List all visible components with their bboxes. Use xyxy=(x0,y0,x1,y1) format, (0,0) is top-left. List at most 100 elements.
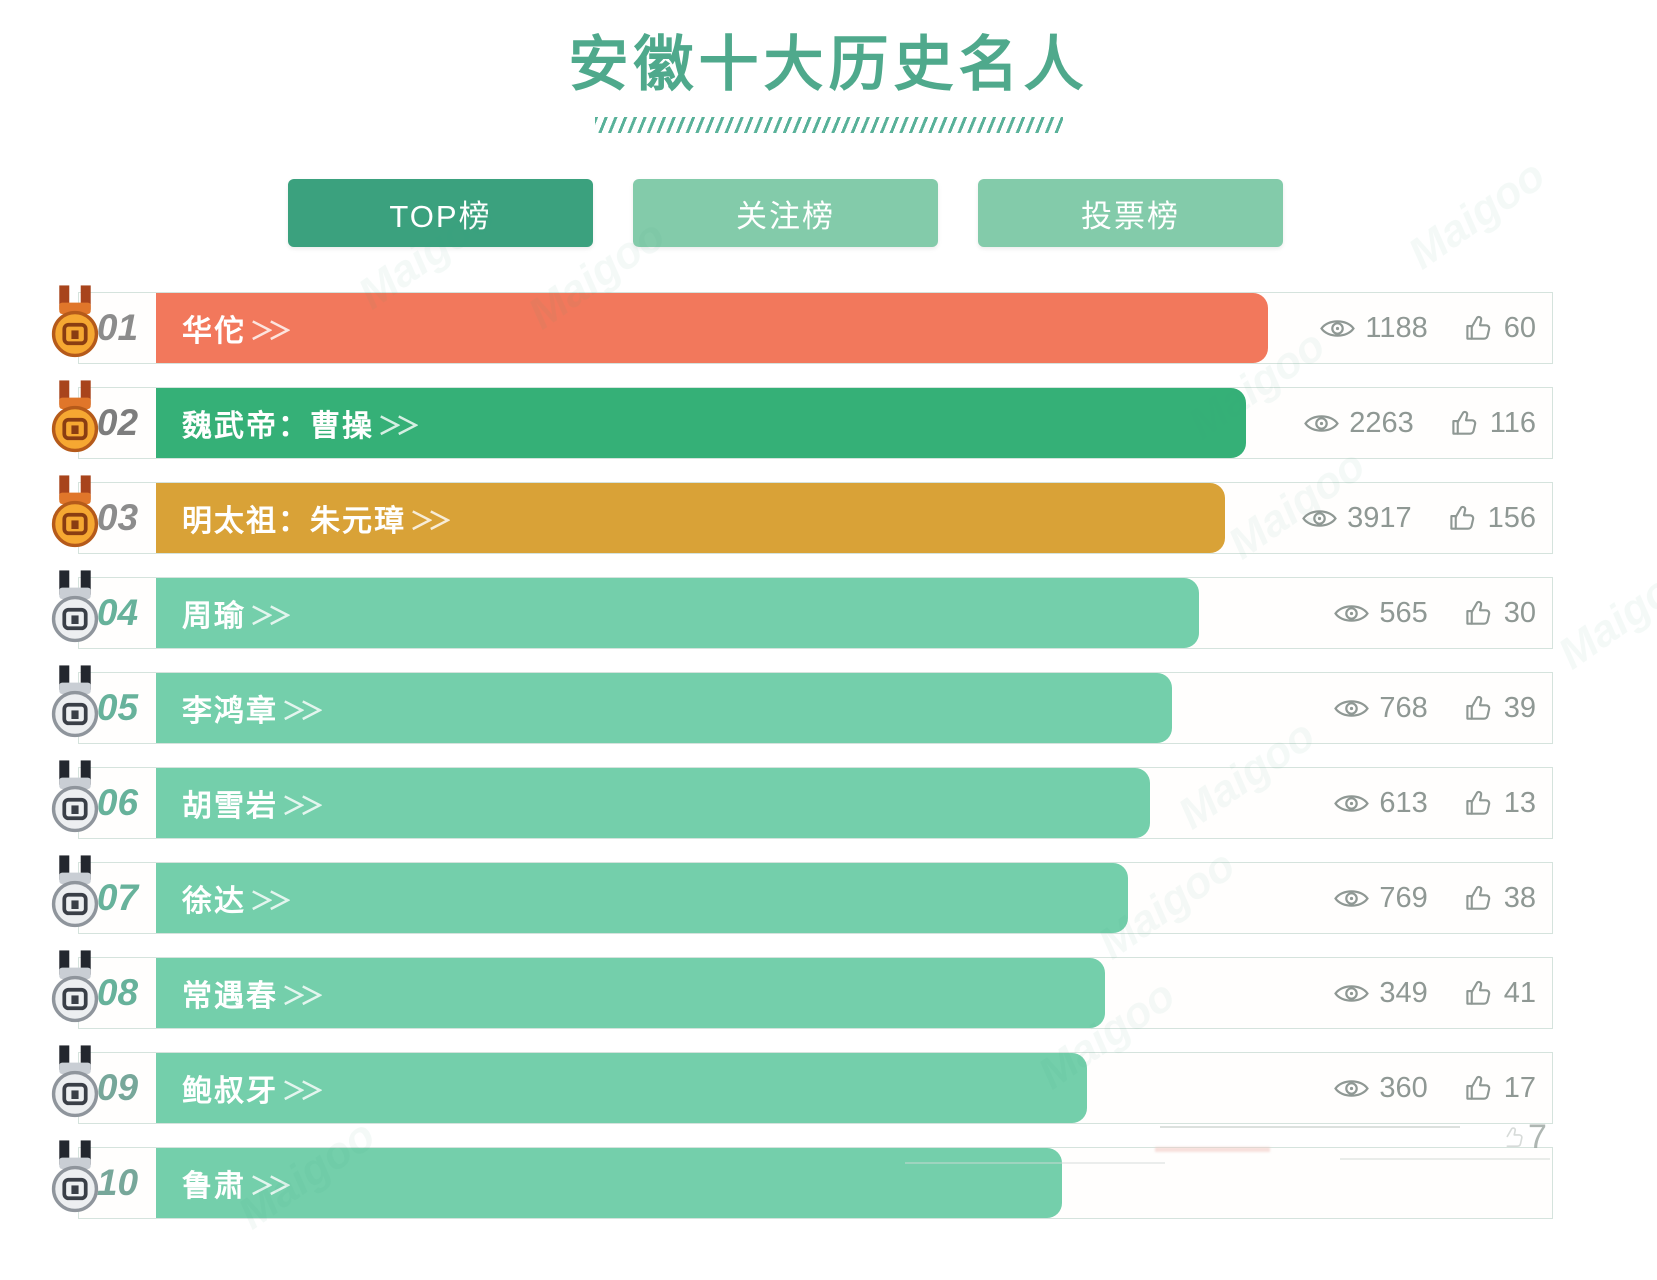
eye-icon xyxy=(1304,414,1340,432)
silver-medal-icon xyxy=(46,1044,104,1124)
row-stats: 768 39 xyxy=(1333,673,1536,743)
views-count: 360 xyxy=(1379,1071,1428,1104)
person-bar-link[interactable]: 胡雪岩 ＞＞ xyxy=(156,768,1151,838)
ranking-row: 08 常遇春 ＞＞ 349 41 xyxy=(51,950,1553,1029)
person-bar-link[interactable]: 华佗 ＞＞ xyxy=(156,293,1269,363)
views-count: 1188 xyxy=(1365,311,1428,344)
eye-icon xyxy=(1320,319,1356,337)
rank-number: 10 xyxy=(96,1162,139,1203)
likes-count: 30 xyxy=(1503,596,1536,629)
views-count: 769 xyxy=(1379,881,1428,914)
chevron-right-icon: ＞＞ xyxy=(282,697,324,725)
silver-medal-icon xyxy=(46,664,104,744)
views-stat: 613 xyxy=(1333,786,1428,820)
row-stats: 360 17 xyxy=(1333,1053,1536,1123)
likes-stat: 30 xyxy=(1464,597,1536,630)
person-bar-link[interactable]: 李鸿章 ＞＞ xyxy=(156,673,1173,743)
chevron-right-icon: ＞＞ xyxy=(250,317,292,345)
ranking-row: 06 胡雪岩 ＞＞ 613 13 xyxy=(51,760,1553,839)
person-name: 常遇春 xyxy=(182,980,278,1013)
chevron-right-icon: ＞＞ xyxy=(250,887,292,915)
rank-number: 03 xyxy=(96,497,139,538)
chevron-right-icon: ＞＞ xyxy=(378,412,420,440)
eye-icon xyxy=(1334,699,1370,717)
views-stat: 349 xyxy=(1333,976,1428,1010)
ranking-row: 04 周瑜 ＞＞ 565 30 xyxy=(51,570,1553,649)
likes-count: 39 xyxy=(1503,691,1536,724)
thumbs-up-icon xyxy=(1452,410,1477,435)
views-count: 613 xyxy=(1379,786,1428,819)
person-bar-link[interactable]: 周瑜 ＞＞ xyxy=(156,578,1199,648)
tab-follow[interactable]: 关注榜 xyxy=(633,179,938,247)
likes-count: 41 xyxy=(1503,976,1536,1009)
person-bar-link[interactable]: 常遇春 ＞＞ xyxy=(156,958,1105,1028)
person-name: 胡雪岩 xyxy=(182,790,278,823)
chevron-right-icon: ＞＞ xyxy=(250,1172,292,1200)
thumbs-up-icon xyxy=(1466,315,1490,340)
ranking-row: 09 鲍叔牙 ＞＞ 360 17 xyxy=(51,1045,1553,1124)
row-stats: 349 41 xyxy=(1333,958,1536,1028)
likes-stat: 156 xyxy=(1448,502,1536,535)
ranking-list: 01 华佗 ＞＞ 1188 60 xyxy=(0,285,1657,1219)
person-bar-link[interactable]: 鲁肃 ＞＞ xyxy=(156,1148,1062,1218)
tab-vote[interactable]: 投票榜 xyxy=(978,179,1283,247)
chevron-right-icon: ＞＞ xyxy=(282,1077,324,1105)
gold-medal-icon xyxy=(46,379,104,459)
person-bar-link[interactable]: 魏武帝：曹操 ＞＞ xyxy=(156,388,1247,458)
thumbs-up-icon xyxy=(1466,1075,1490,1100)
rank-number: 02 xyxy=(96,402,139,443)
row-stats: 769 38 xyxy=(1333,863,1536,933)
person-name: 李鸿章 xyxy=(182,695,278,728)
person-name: 魏武帝：曹操 xyxy=(182,410,374,443)
views-count: 349 xyxy=(1379,976,1428,1009)
person-bar-link[interactable]: 明太祖：朱元璋 ＞＞ xyxy=(156,483,1226,553)
tab-top[interactable]: TOP榜 xyxy=(288,179,593,247)
likes-stat: 116 xyxy=(1450,407,1536,440)
ranking-row: 03 明太祖：朱元璋 ＞＞ 3917 156 xyxy=(51,475,1553,554)
thumbs-up-icon xyxy=(1449,505,1474,530)
silver-medal-icon xyxy=(46,854,104,934)
chevron-right-icon: ＞＞ xyxy=(250,602,292,630)
likes-count: 116 xyxy=(1489,406,1536,439)
silver-medal-icon xyxy=(46,569,104,649)
rank-number: 09 xyxy=(96,1067,139,1108)
chevron-right-icon: ＞＞ xyxy=(282,792,324,820)
thumbs-up-icon xyxy=(1466,695,1490,720)
likes-stat: 13 xyxy=(1464,787,1536,820)
hatched-divider xyxy=(594,117,1063,133)
person-bar-link[interactable]: 鲍叔牙 ＞＞ xyxy=(156,1053,1087,1123)
likes-count: 17 xyxy=(1503,1071,1536,1104)
views-count: 3917 xyxy=(1347,501,1412,534)
views-stat: 360 xyxy=(1333,1071,1428,1105)
person-bar-link[interactable]: 徐达 ＞＞ xyxy=(156,863,1129,933)
row-stats: 1188 60 xyxy=(1319,293,1536,363)
row-stats: 3917 156 xyxy=(1301,483,1536,553)
person-name: 鲁肃 xyxy=(182,1170,246,1203)
likes-stat: 17 xyxy=(1464,1072,1536,1105)
eye-icon xyxy=(1334,889,1370,907)
likes-count: 156 xyxy=(1487,501,1536,534)
rank-number: 08 xyxy=(96,972,139,1013)
ranking-row: 01 华佗 ＞＞ 1188 60 xyxy=(51,285,1553,364)
person-name: 明太祖：朱元璋 xyxy=(182,505,406,538)
rank-number: 06 xyxy=(96,782,139,823)
rank-number: 07 xyxy=(96,877,139,918)
likes-stat: 39 xyxy=(1464,692,1536,725)
ranking-row: 05 李鸿章 ＞＞ 768 39 xyxy=(51,665,1553,744)
row-stats: 565 30 xyxy=(1333,578,1536,648)
row-stats: 2263 116 xyxy=(1303,388,1536,458)
views-count: 768 xyxy=(1379,691,1428,724)
views-stat: 768 xyxy=(1333,691,1428,725)
row-stats: 613 13 xyxy=(1333,768,1536,838)
views-stat: 2263 xyxy=(1303,407,1414,440)
rank-number: 01 xyxy=(96,307,139,348)
person-name: 鲍叔牙 xyxy=(182,1075,278,1108)
thumbs-up-icon xyxy=(1466,980,1490,1005)
likes-count: 38 xyxy=(1503,881,1536,914)
rank-number: 04 xyxy=(96,592,139,633)
page-title: 安徽十大历史名人 xyxy=(568,31,1089,98)
thumbs-up-icon xyxy=(1466,885,1490,910)
likes-count: 13 xyxy=(1503,786,1536,819)
views-count: 2263 xyxy=(1349,406,1414,439)
